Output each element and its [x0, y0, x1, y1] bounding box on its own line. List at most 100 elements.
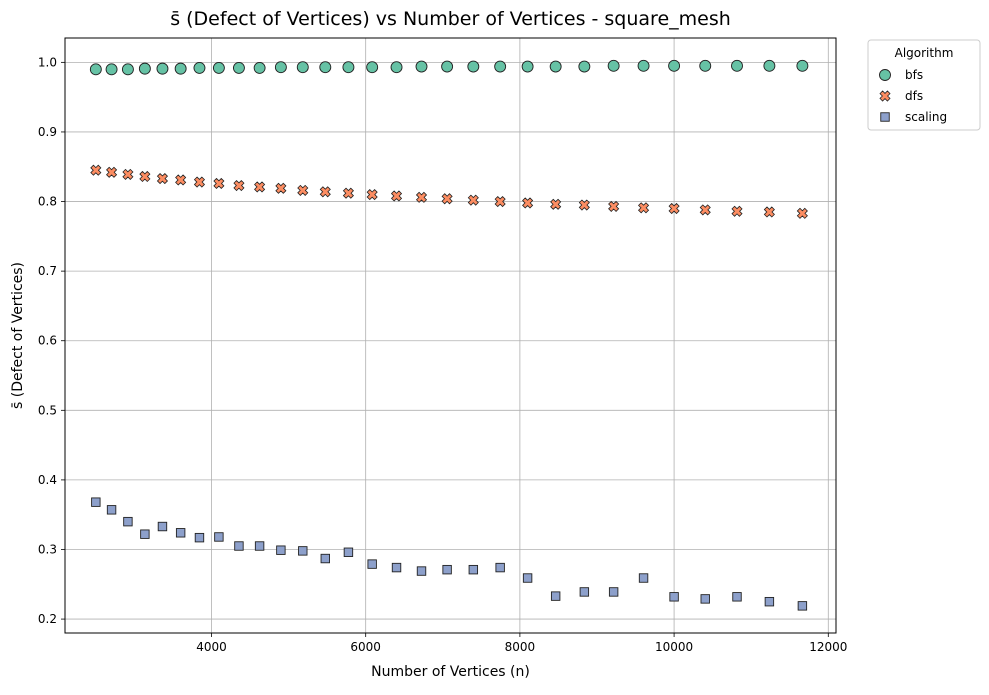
- legend-marker-dfs: [879, 90, 891, 102]
- scaling-point: [367, 559, 377, 569]
- bfs-point: [668, 59, 681, 72]
- dfs-point: [763, 206, 775, 218]
- y-tick-label: 0.7: [38, 264, 57, 278]
- bfs-point: [578, 60, 591, 73]
- dfs-point: [366, 189, 378, 201]
- scaling-point: [764, 596, 775, 607]
- dfs-point: [796, 207, 808, 219]
- scaling-point: [175, 528, 186, 538]
- dfs-point: [699, 204, 711, 216]
- scaling-point: [700, 594, 710, 604]
- legend-item-scaling: scaling: [880, 110, 947, 124]
- y-tick-label: 1.0: [38, 55, 57, 69]
- bfs-point: [699, 59, 712, 72]
- bfs-point: [467, 60, 480, 73]
- legend-items: bfs dfs scaling: [879, 68, 947, 124]
- scaling-point: [442, 564, 452, 575]
- bfs-point: [415, 60, 428, 73]
- dfs-point: [175, 174, 187, 186]
- scaling-point: [669, 592, 679, 602]
- scaling-point: [320, 553, 330, 564]
- scaling-point: [797, 601, 808, 611]
- legend-marker-bfs: [879, 69, 891, 81]
- bfs-point: [212, 61, 225, 74]
- x-axis-title: Number of Vertices (n): [371, 664, 530, 680]
- grid-layer: [65, 38, 836, 633]
- bfs-point: [89, 63, 102, 76]
- series-bfs: [89, 59, 809, 76]
- bfs-point: [796, 59, 809, 72]
- legend-label-dfs: dfs: [905, 89, 923, 103]
- scaling-point: [234, 541, 244, 551]
- chart-title: s̄ (Defect of Vertices) vs Number of Ver…: [170, 8, 731, 30]
- dfs-point: [550, 198, 562, 210]
- dfs-point: [254, 181, 266, 193]
- dfs-point: [342, 187, 354, 199]
- dfs-point: [106, 166, 118, 178]
- dfs-point: [90, 164, 102, 176]
- dfs-point: [213, 177, 225, 190]
- bfs-point: [253, 61, 266, 74]
- bfs-point: [763, 59, 776, 72]
- scaling-point: [91, 497, 101, 507]
- dfs-point: [297, 184, 309, 196]
- plot-area: [64, 37, 837, 634]
- dfs-point: [637, 202, 650, 214]
- y-tick-label: 0.8: [38, 195, 57, 209]
- series-dfs: [90, 164, 808, 219]
- scaling-point: [123, 516, 133, 527]
- scaling-point: [579, 587, 590, 597]
- scaling-point: [157, 521, 168, 532]
- legend-title: Algorithm: [895, 46, 954, 60]
- dfs-point: [233, 179, 245, 192]
- scaling-point: [343, 547, 354, 557]
- dfs-point: [139, 170, 151, 183]
- x-tick-label: 8000: [505, 640, 536, 654]
- bfs-point: [121, 63, 134, 76]
- y-axis-title: s̄ (Defect of Vertices): [10, 262, 26, 409]
- bfs-point: [549, 60, 562, 73]
- dfs-point: [608, 200, 620, 212]
- dfs-point: [275, 182, 287, 194]
- bfs-point: [607, 59, 620, 72]
- bfs-point: [390, 61, 403, 74]
- y-tick-label: 0.2: [38, 612, 57, 626]
- dfs-point: [494, 195, 506, 208]
- bfs-point: [319, 61, 332, 74]
- scaling-point: [391, 562, 402, 573]
- scaling-point: [276, 545, 286, 555]
- legend-marker-scaling: [880, 112, 890, 122]
- y-tick-label: 0.3: [38, 542, 57, 556]
- scaling-point: [254, 541, 265, 551]
- scaling-point: [495, 562, 505, 573]
- legend-item-bfs: bfs: [879, 68, 923, 82]
- dfs-point: [441, 193, 453, 205]
- scaling-point: [194, 532, 205, 543]
- dfs-point: [319, 186, 331, 198]
- dfs-point: [731, 205, 743, 217]
- scaling-point: [468, 564, 479, 575]
- bfs-point: [138, 62, 151, 75]
- y-tick-label: 0.9: [38, 125, 57, 139]
- legend: Algorithm bfs dfs scaling: [867, 39, 981, 131]
- scaling-point: [140, 529, 150, 539]
- x-tick-label: 10000: [655, 640, 693, 654]
- scaling-point: [522, 573, 533, 583]
- legend-box: [867, 39, 981, 131]
- scaling-point: [416, 566, 427, 576]
- axis-ticks: 4000 6000 8000 10000 12000 0.2 0.3 0.4 0.5 0.6 0.7…: [38, 55, 847, 654]
- scaling-point: [550, 591, 561, 601]
- bfs-point: [521, 60, 534, 73]
- scaling-point: [608, 587, 619, 597]
- scaling-point: [106, 505, 117, 515]
- bfs-point: [105, 63, 118, 76]
- bfs-point: [441, 60, 454, 73]
- scaling-point: [732, 592, 742, 602]
- dfs-point: [578, 199, 590, 211]
- bfs-point: [232, 61, 245, 74]
- bfs-point: [193, 61, 206, 74]
- dfs-point: [415, 191, 428, 203]
- bfs-point: [494, 60, 507, 73]
